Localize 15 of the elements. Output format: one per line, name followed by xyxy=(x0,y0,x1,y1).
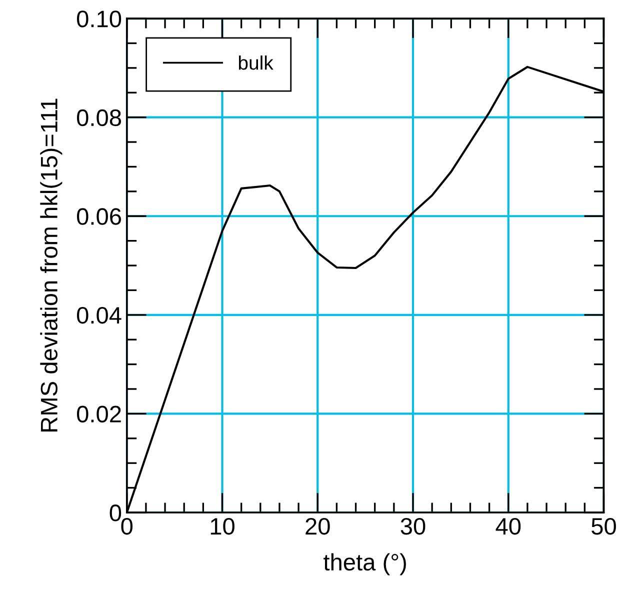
y-tick-label: 0.10 xyxy=(76,10,122,28)
x-tick-label: 40 xyxy=(496,518,521,535)
legend-label: bulk xyxy=(238,55,274,70)
y-tick-label: 0.08 xyxy=(76,109,121,126)
x-tick-label: 50 xyxy=(592,518,616,535)
y-tick-label: 0.04 xyxy=(76,306,122,324)
x-tick-label: 0 xyxy=(121,518,133,535)
x-tick-label: 10 xyxy=(210,518,234,535)
x-axis-title: theta (°) xyxy=(324,553,406,576)
y-tick-label: 0.02 xyxy=(76,406,121,422)
y-tick-label: 0.06 xyxy=(76,208,121,225)
y-axis-title: RMS deviation from hkl(15)=111 xyxy=(40,98,62,432)
x-tick-label: 20 xyxy=(306,518,330,535)
y-tick-label: 0 xyxy=(110,504,122,522)
x-tick-label: 30 xyxy=(400,518,426,535)
